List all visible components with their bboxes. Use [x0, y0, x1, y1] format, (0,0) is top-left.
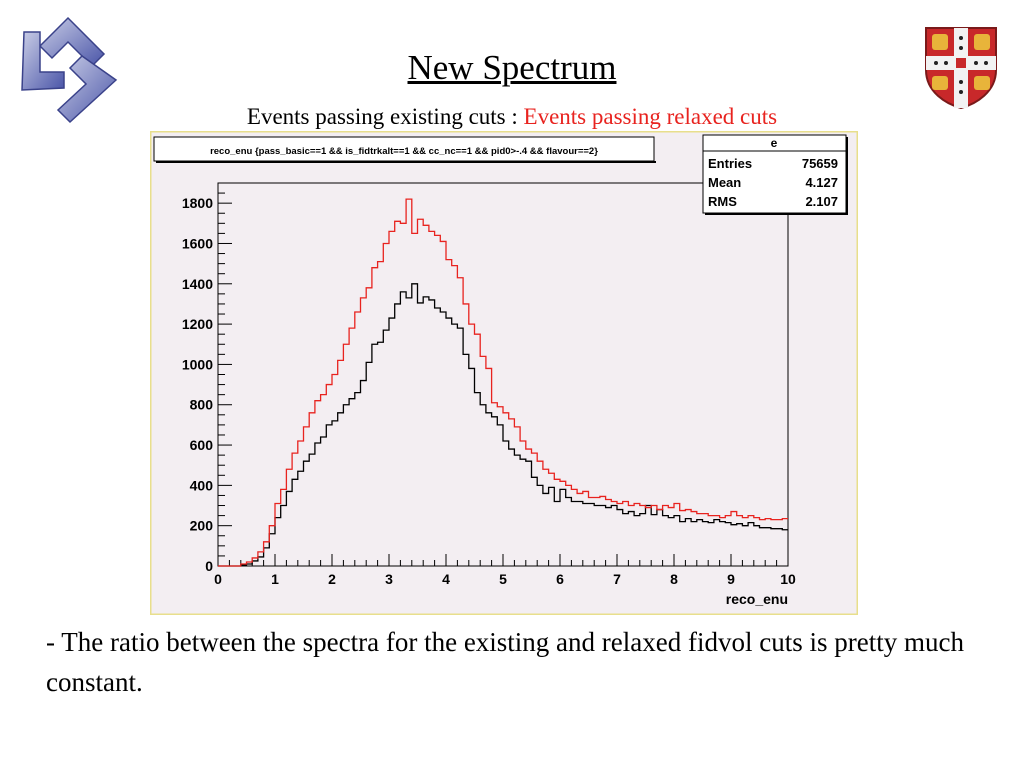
page-title: New Spectrum	[407, 48, 617, 87]
y-tick-label: 1400	[182, 276, 213, 292]
histogram-chart: reco_enu {pass_basic==1 && is_fidtrkalt=…	[149, 130, 859, 616]
x-tick-label: 3	[385, 571, 393, 587]
stats-box-title: e	[771, 136, 778, 150]
stats-mean-value: 4.127	[805, 175, 838, 190]
stats-entries-value: 75659	[802, 156, 838, 171]
x-tick-label: 9	[727, 571, 735, 587]
x-tick-label: 0	[214, 571, 222, 587]
chart-title-box	[153, 136, 655, 162]
y-tick-label: 1600	[182, 235, 213, 251]
y-tick-label: 1800	[182, 195, 213, 211]
x-tick-label: 6	[556, 571, 564, 587]
x-tick-label: 2	[328, 571, 336, 587]
y-tick-label: 800	[190, 397, 214, 413]
histogram-canvas: reco_enu {pass_basic==1 && is_fidtrkalt=…	[149, 130, 859, 616]
subtitle-relaxed-cuts: Events passing relaxed cuts	[523, 104, 778, 129]
x-tick-label: 7	[613, 571, 621, 587]
subtitle-existing-cuts: Events passing existing cuts :	[246, 104, 524, 129]
stats-rms-label: RMS	[708, 194, 737, 209]
x-axis-label: reco_enu	[726, 591, 788, 607]
x-tick-label: 4	[442, 571, 450, 587]
university-crest-icon	[925, 27, 997, 110]
stats-rms-value: 2.107	[805, 194, 838, 209]
stats-mean-label: Mean	[708, 175, 741, 190]
x-tick-label: 1	[271, 571, 279, 587]
triskelion-logo-icon	[21, 16, 118, 124]
chart-title: reco_enu {pass_basic==1 && is_fidtrkalt=…	[210, 146, 598, 157]
x-tick-label: 5	[499, 571, 507, 587]
y-tick-label: 0	[205, 558, 213, 574]
y-axis-ticks: 0 200 400 600 800 1000 1200 1400 1600 1800	[182, 182, 232, 574]
y-tick-label: 1000	[182, 356, 213, 372]
slide-body-text: - The ratio between the spectra for the …	[46, 627, 964, 697]
y-tick-label: 600	[190, 437, 214, 453]
x-tick-label: 10	[780, 571, 796, 587]
x-axis-ticks: 0 1 2 3 4 5 6 7 8 9 10	[214, 554, 796, 587]
y-tick-label: 400	[190, 477, 214, 493]
series-relaxed-cuts-line	[218, 198, 788, 567]
y-tick-label: 1200	[182, 316, 213, 332]
x-tick-label: 8	[670, 571, 678, 587]
series-existing-cuts-line	[218, 283, 788, 567]
stats-box: e Entries 75659 Mean 4.127 RMS 2.107	[702, 134, 848, 215]
y-tick-label: 200	[190, 518, 214, 534]
stats-entries-label: Entries	[708, 156, 752, 171]
slide-subtitle: Events passing existing cuts : Events pa…	[0, 104, 1024, 130]
